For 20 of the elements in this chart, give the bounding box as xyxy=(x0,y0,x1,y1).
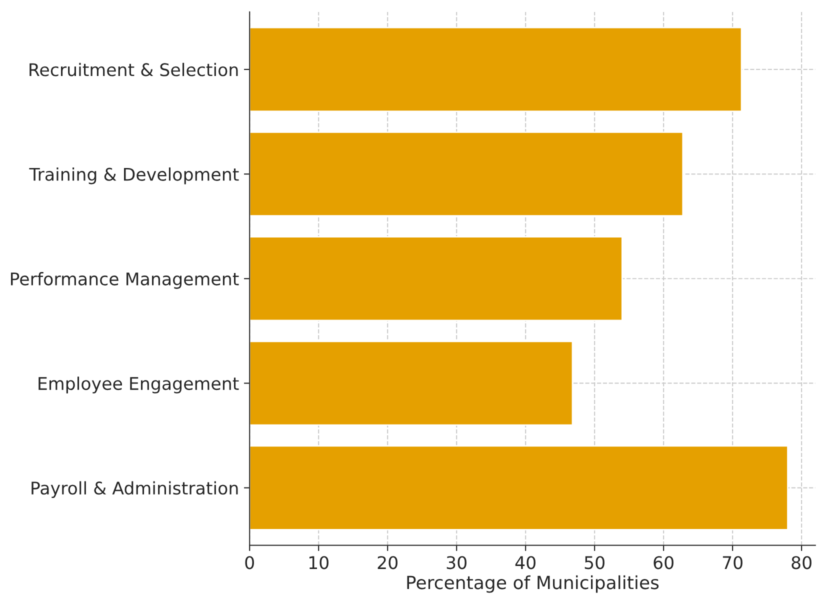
x-tick-label: 0 xyxy=(245,556,254,570)
x-tick-label: 30 xyxy=(446,556,466,570)
bar xyxy=(250,236,623,322)
x-tick-label: 60 xyxy=(654,556,674,570)
x-tick-label: 80 xyxy=(792,556,812,570)
bar xyxy=(250,445,788,530)
x-tick-label: 70 xyxy=(722,556,742,570)
bar xyxy=(250,340,574,426)
x-tick-label: 50 xyxy=(584,556,604,570)
x-axis-title: Percentage of Municipalities xyxy=(407,575,659,593)
y-tick-label: Recruitment & Selection xyxy=(30,62,238,76)
y-tick-label: Payroll & Administration xyxy=(32,481,238,498)
x-tick-label: 20 xyxy=(378,556,398,570)
x-tick-label: 10 xyxy=(309,556,328,570)
y-tick-label: Training & Development xyxy=(29,167,239,184)
bar xyxy=(250,26,742,112)
bar xyxy=(250,132,684,217)
y-tick-label: Performance Management xyxy=(10,272,239,289)
y-tick-label: Employee Engagement xyxy=(38,376,239,394)
x-tick-label: 40 xyxy=(515,556,536,570)
